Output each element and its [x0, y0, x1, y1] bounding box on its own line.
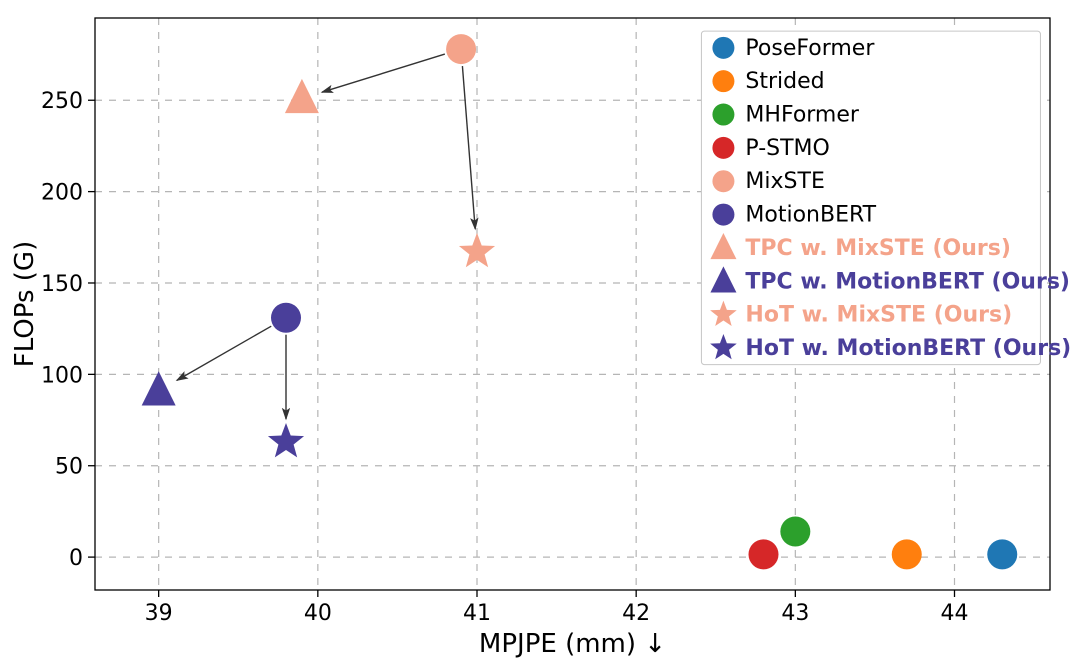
legend-label: TPC w. MixSTE (Ours)	[745, 236, 1010, 261]
legend-label: MotionBERT	[745, 203, 876, 228]
legend-label: HoT w. MixSTE (Ours)	[745, 303, 1012, 328]
legend-label: MHFormer	[745, 103, 859, 128]
y-tick-label: 250	[41, 89, 83, 114]
chart-root: 39 40 41 42 43 44 0 50 100 150 200 250 MPJPE (mm) ↓ F…	[0, 0, 1080, 663]
legend-marker	[712, 204, 734, 226]
legend-marker	[712, 137, 734, 159]
y-tick-label: 100	[41, 363, 83, 388]
legend-marker	[712, 104, 734, 126]
legend-label: TPC w. MotionBERT (Ours)	[745, 269, 1070, 294]
x-axis-label: MPJPE (mm) ↓	[479, 629, 666, 659]
legend-marker	[712, 170, 734, 192]
y-tick-label: 200	[41, 181, 83, 206]
y-tick-label: 50	[55, 455, 83, 480]
legend-marker	[712, 37, 734, 59]
legend-label: HoT w. MotionBERT (Ours)	[745, 336, 1071, 361]
point-strided	[892, 539, 922, 569]
legend-label: P-STMO	[745, 136, 829, 161]
legend-marker	[712, 70, 734, 92]
y-tick-label: 150	[41, 272, 83, 297]
point-poseformer	[987, 539, 1017, 569]
y-tick-label: 0	[69, 546, 83, 571]
x-tick-label: 43	[781, 601, 809, 626]
legend: PoseFormer Strided MHFormer P-STMO MixSTE Mot…	[701, 31, 1071, 364]
point-mixste	[446, 34, 476, 64]
point-pstmo	[749, 539, 779, 569]
legend-label: Strided	[745, 69, 824, 94]
point-mhformer	[780, 517, 810, 547]
x-tick-label: 44	[941, 601, 969, 626]
scatter-chart: 39 40 41 42 43 44 0 50 100 150 200 250 MPJPE (mm) ↓ F…	[0, 0, 1080, 663]
legend-label: PoseFormer	[745, 36, 875, 61]
legend-label: MixSTE	[745, 169, 824, 194]
x-tick-label: 40	[304, 601, 332, 626]
y-axis-label: FLOPs (G)	[10, 241, 40, 367]
x-tick-label: 41	[463, 601, 491, 626]
x-tick-label: 42	[622, 601, 650, 626]
point-motionbert	[271, 303, 301, 333]
x-tick-label: 39	[145, 601, 173, 626]
